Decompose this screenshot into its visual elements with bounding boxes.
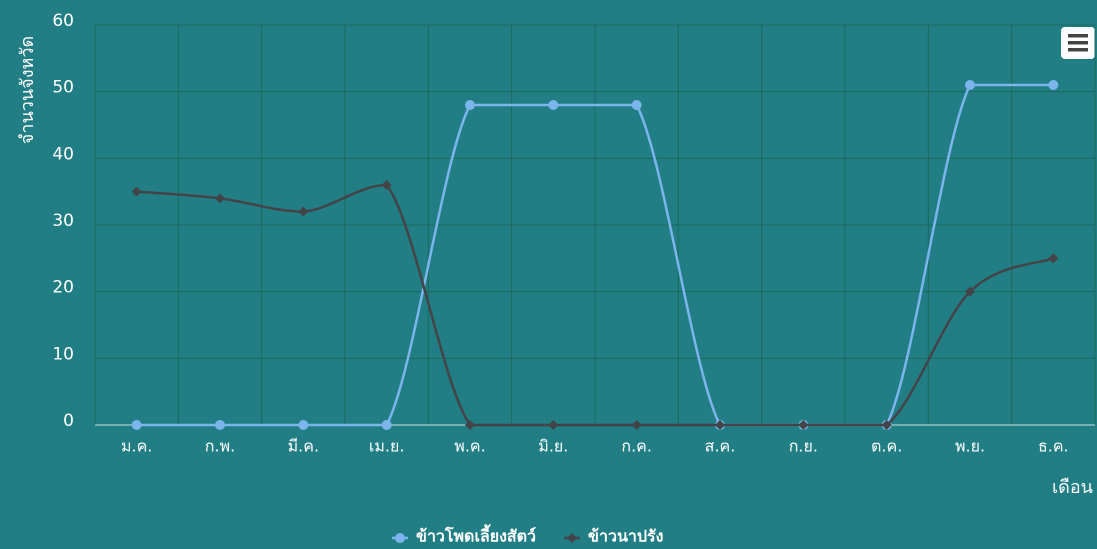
y-tick-label: 40 [52, 144, 74, 164]
marker [298, 420, 309, 430]
marker [1048, 80, 1059, 90]
legend: ข้าวโพดเลี้ยงสัตว์ ข้าวนาปรัง [392, 524, 663, 546]
marker [215, 420, 225, 430]
marker [631, 100, 642, 110]
marker [1048, 253, 1059, 264]
x-tick-label: ก.พ. [205, 437, 235, 456]
marker [381, 420, 392, 430]
x-tick-label: ก.ย. [789, 437, 818, 456]
x-tick-label: ก.ค. [621, 437, 652, 456]
marker [298, 206, 309, 217]
x-tick-label: มี.ค. [288, 437, 319, 456]
marker [965, 286, 975, 297]
legend-label: ข้าวนาปรัง [588, 527, 663, 546]
marker [965, 80, 975, 90]
x-tick-label: พ.ย. [955, 437, 985, 456]
marker [798, 420, 809, 430]
y-axis-title: จำนวนจังหวัด [17, 36, 38, 144]
y-tick-label: 20 [52, 278, 74, 298]
marker [548, 100, 559, 110]
y-tick-label: 50 [52, 78, 74, 98]
legend-label: ข้าวโพดเลี้ยงสัตว์ [416, 524, 536, 546]
menu-bar [1068, 48, 1088, 52]
marker [215, 193, 225, 204]
x-tick-label: ต.ค. [871, 437, 902, 456]
x-tick-label: ธ.ค. [1038, 437, 1069, 456]
marker [715, 420, 725, 430]
marker [567, 533, 578, 543]
x-tick-label: พ.ค. [454, 437, 485, 456]
menu-bar [1068, 34, 1088, 38]
y-tick-label: 10 [52, 344, 74, 364]
marker [548, 420, 559, 430]
legend-item[interactable]: ข้าวนาปรัง [564, 527, 663, 546]
y-tick-label: 0 [63, 411, 74, 431]
menu-bar [1068, 41, 1088, 45]
marker [465, 420, 475, 430]
legend-item[interactable]: ข้าวโพดเลี้ยงสัตว์ [392, 524, 536, 546]
x-tick-label: ส.ค. [705, 437, 736, 456]
marker [381, 180, 392, 190]
y-tick-label: 30 [52, 211, 74, 231]
marker [631, 420, 642, 430]
x-tick-label: มิ.ย. [538, 437, 568, 456]
marker [131, 420, 142, 430]
x-axis-title: เดือน [1052, 477, 1093, 498]
marker [465, 100, 475, 110]
y-tick-label: 60 [52, 11, 74, 31]
marker [881, 420, 892, 430]
x-tick-label: ม.ค. [121, 437, 152, 456]
marker [395, 533, 405, 543]
marker [131, 186, 142, 197]
menu-button[interactable] [1061, 27, 1095, 59]
x-tick-label: เม.ย. [369, 437, 405, 456]
